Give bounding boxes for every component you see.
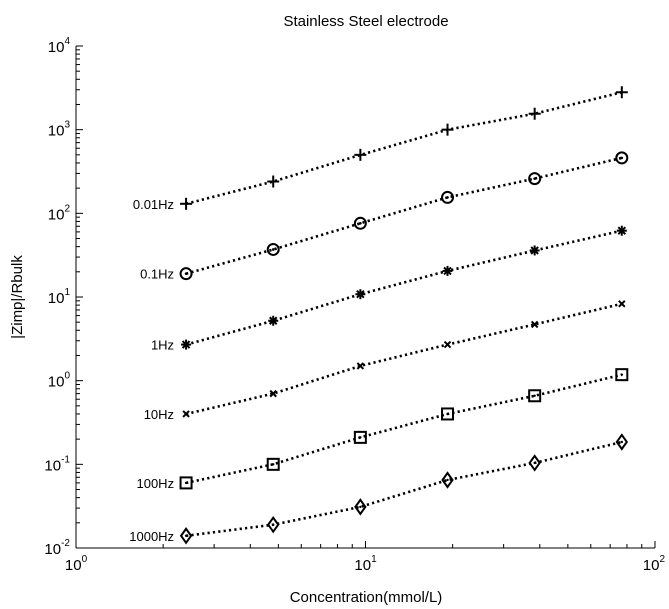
data-point <box>179 476 193 490</box>
series-line <box>185 156 623 275</box>
data-point <box>356 362 365 370</box>
data-point <box>615 86 628 99</box>
data-point <box>268 315 279 326</box>
data-point <box>441 471 454 489</box>
y-tick-label: 104 <box>48 36 71 56</box>
data-point <box>441 407 455 421</box>
y-tick-label: 10-1 <box>44 454 70 474</box>
data-point <box>269 389 277 398</box>
series-0.01hz: 0.01Hz <box>133 86 628 212</box>
series-label: 0.01Hz <box>133 197 174 212</box>
data-point <box>179 267 193 281</box>
data-point <box>266 242 280 256</box>
data-point <box>266 457 280 471</box>
data-point <box>353 430 367 444</box>
data-point <box>266 515 280 534</box>
x-tick-label: 102 <box>643 554 666 574</box>
data-point <box>530 320 539 329</box>
y-axis-ticks: 10-2 10-1 100 101 102 103 104 <box>44 36 83 558</box>
series-line <box>185 440 623 538</box>
series-line <box>185 373 623 485</box>
series-0.1hz: 0.1Hz <box>140 151 629 282</box>
data-point <box>353 216 367 230</box>
data-point <box>179 527 193 545</box>
data-point <box>615 368 629 382</box>
y-tick-label: 100 <box>48 371 71 391</box>
series-label: 100Hz <box>136 476 174 491</box>
data-point <box>267 175 280 188</box>
y-tick-label: 102 <box>48 203 71 223</box>
series-label: 1Hz <box>151 338 174 353</box>
data-point <box>616 225 627 236</box>
series-1000hz: 1000Hz <box>129 433 629 545</box>
data-point <box>441 190 455 204</box>
data-point <box>354 498 367 516</box>
y-tick-label: 10-2 <box>44 538 70 558</box>
data-point <box>528 107 541 120</box>
data-point <box>182 410 190 418</box>
data-point <box>355 289 366 300</box>
series-100hz: 100Hz <box>136 368 629 491</box>
data-point <box>528 389 542 403</box>
data-point <box>528 172 542 186</box>
data-point <box>181 339 192 350</box>
x-tick-label: 101 <box>354 554 377 574</box>
data-point <box>618 300 626 308</box>
y-tick-label: 101 <box>48 287 71 307</box>
data-point <box>441 123 454 136</box>
data-point <box>180 197 193 210</box>
series-label: 0.1Hz <box>140 267 174 282</box>
series-label: 10Hz <box>144 407 174 422</box>
data-point <box>615 151 629 165</box>
series-10hz: 10Hz <box>144 300 626 422</box>
series-label: 1000Hz <box>129 529 174 544</box>
series-group: 0.01Hz 0.1Hz 1Hz 10Hz 100Hz 1000Hz <box>129 86 629 545</box>
x-axis-label: Concentration(mmol/L) <box>290 589 443 606</box>
x-axis-ticks: 100 101 102 <box>65 541 666 574</box>
data-point <box>443 340 452 349</box>
series-1hz: 1Hz <box>151 225 627 353</box>
data-point <box>615 433 629 451</box>
data-point <box>528 454 541 472</box>
data-point <box>442 265 453 276</box>
data-point <box>354 148 367 161</box>
y-axis-label: |Zimp|/Rbulk <box>9 255 26 339</box>
x-tick-label: 100 <box>65 554 88 574</box>
chart-title: Stainless Steel electrode <box>283 13 448 30</box>
data-point <box>529 245 540 256</box>
y-tick-label: 103 <box>48 120 71 140</box>
